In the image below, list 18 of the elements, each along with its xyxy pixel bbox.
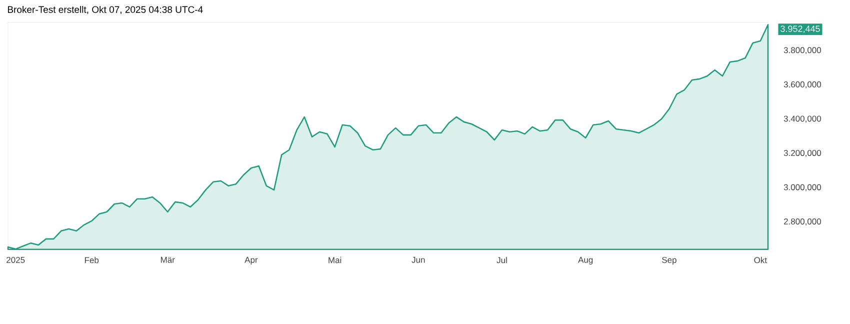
y-tick-label: 3.800,000 xyxy=(784,47,822,54)
chart-title: Broker-Test erstellt, Okt 07, 2025 04:38 UTC-4 xyxy=(8,6,203,14)
x-tick-label: Feb xyxy=(84,256,99,264)
x-tick-label: Okt xyxy=(754,256,767,264)
x-tick-label: Sep xyxy=(662,256,676,265)
y-tick-label: 3.000,000 xyxy=(784,184,822,192)
x-tick-label: Jul xyxy=(496,256,507,264)
y-tick-label: 3.600,000 xyxy=(784,81,822,88)
y-tick-label: 3.200,000 xyxy=(784,150,822,157)
y-tick-label: 3.400,000 xyxy=(784,116,822,123)
x-tick-label: Mai xyxy=(328,256,342,264)
text: 3.952,445 xyxy=(780,26,820,34)
x-tick-label: Apr xyxy=(244,256,258,265)
x-tick-label: Jun xyxy=(412,256,425,263)
x-tick-label: Aug xyxy=(578,256,593,265)
x-tick-label: 2025 xyxy=(6,256,25,263)
y-tick-label: 2.800,000 xyxy=(784,218,822,226)
x-tick-label: Mär xyxy=(160,256,175,263)
